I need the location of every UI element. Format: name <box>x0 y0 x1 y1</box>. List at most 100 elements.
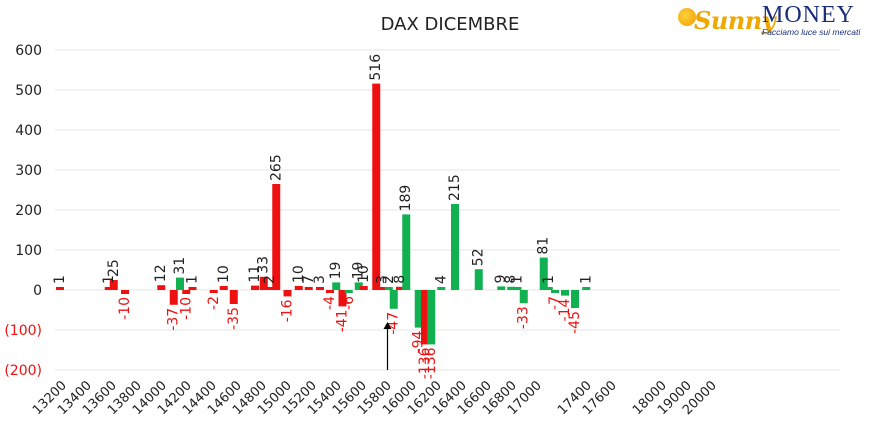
sunny-money-logo: Sunny MONEY Facciamo luce sui mercati <box>676 2 881 42</box>
bar <box>539 257 548 290</box>
bar <box>332 282 341 290</box>
y-tick-label: 300 <box>15 163 42 179</box>
data-label: 19 <box>328 262 344 280</box>
data-label: 8 <box>503 275 519 284</box>
y-tick-label: 400 <box>15 123 42 139</box>
data-label: 10 <box>216 265 232 283</box>
chart-title: DAX DICEMBRE <box>381 14 520 35</box>
bar <box>338 290 347 307</box>
bar <box>372 83 381 290</box>
bar <box>421 290 429 345</box>
bar <box>451 204 459 290</box>
bar <box>561 290 569 296</box>
bar <box>104 287 113 290</box>
annotations <box>383 322 392 370</box>
bar <box>513 287 522 290</box>
bar <box>56 287 64 290</box>
bar <box>266 287 274 290</box>
data-label: -7 <box>547 296 563 310</box>
y-tick-label: (100) <box>4 323 42 339</box>
data-label: 1 <box>578 275 594 284</box>
y-tick-label: 200 <box>15 203 42 219</box>
bar <box>188 287 197 290</box>
data-label: 1 <box>101 275 117 284</box>
data-label: -37 <box>166 308 182 331</box>
bar <box>378 287 387 290</box>
data-label: 7 <box>301 275 317 284</box>
data-label: -136 <box>423 347 439 379</box>
data-label: 11 <box>247 265 263 283</box>
data-label: -35 <box>226 307 242 330</box>
y-tick-label: 100 <box>15 243 42 259</box>
bar <box>571 290 579 308</box>
data-label: 516 <box>368 54 384 81</box>
data-label: 1 <box>510 275 526 284</box>
data-label: 189 <box>398 185 414 212</box>
data-label: -136 <box>417 347 433 379</box>
bar <box>384 287 393 290</box>
data-label: 9 <box>493 274 509 283</box>
data-label: 215 <box>447 174 463 201</box>
bar <box>209 290 218 293</box>
y-tick-label: 0 <box>33 283 42 299</box>
bar <box>396 286 404 290</box>
bar <box>474 269 483 290</box>
data-label: -10 <box>178 297 194 320</box>
bar <box>259 276 268 290</box>
bar <box>326 290 334 293</box>
bars <box>56 83 591 345</box>
x-axis: 1320013400136001380014000142001440014600… <box>30 378 720 418</box>
y-tick-label: (200) <box>4 363 42 379</box>
bar <box>272 184 281 290</box>
data-label: -6 <box>341 296 357 310</box>
data-label: -94 <box>411 331 427 354</box>
data-label: 52 <box>471 248 487 266</box>
logo-tagline: Facciamo luce sui mercati <box>762 27 861 37</box>
bar <box>157 285 166 290</box>
data-label: 2 <box>381 275 397 284</box>
y-tick-label: 600 <box>15 43 42 59</box>
bar <box>229 290 238 304</box>
bar <box>294 286 303 290</box>
bar <box>402 214 411 290</box>
logo-money-text: MONEY <box>762 2 855 28</box>
bar <box>121 290 129 294</box>
data-label: 4 <box>433 275 449 284</box>
data-label: 10 <box>291 265 307 283</box>
bar <box>427 290 436 345</box>
bar <box>389 290 398 309</box>
bar <box>344 290 353 293</box>
data-label: 25 <box>106 259 122 277</box>
bar <box>544 287 553 290</box>
data-label: 1 <box>185 275 201 284</box>
bar <box>497 286 506 290</box>
bar <box>283 290 292 297</box>
data-label: 265 <box>268 154 284 181</box>
bar <box>109 280 118 290</box>
data-label: 8 <box>392 275 408 284</box>
bar <box>304 287 313 290</box>
data-label: 2 <box>262 275 278 284</box>
data-label: -33 <box>516 306 532 329</box>
bar <box>359 286 368 290</box>
bar <box>519 290 528 304</box>
bar <box>354 282 363 290</box>
y-tick-label: 500 <box>15 83 42 99</box>
data-label: 19 <box>351 262 367 280</box>
bar <box>219 286 228 290</box>
bar <box>251 285 259 290</box>
bar <box>316 287 324 290</box>
data-label: 1 <box>541 275 557 284</box>
logo-sunny-text: Sunny <box>694 6 776 35</box>
data-label: 3 <box>375 275 391 284</box>
data-label: 81 <box>536 237 552 255</box>
bar <box>176 277 184 290</box>
bar <box>169 290 178 305</box>
data-label: 12 <box>153 264 169 282</box>
bar <box>582 287 591 290</box>
data-label: 31 <box>172 257 188 275</box>
data-label: -2 <box>206 296 222 310</box>
bar <box>182 290 191 294</box>
data-label: 1 <box>52 275 68 284</box>
